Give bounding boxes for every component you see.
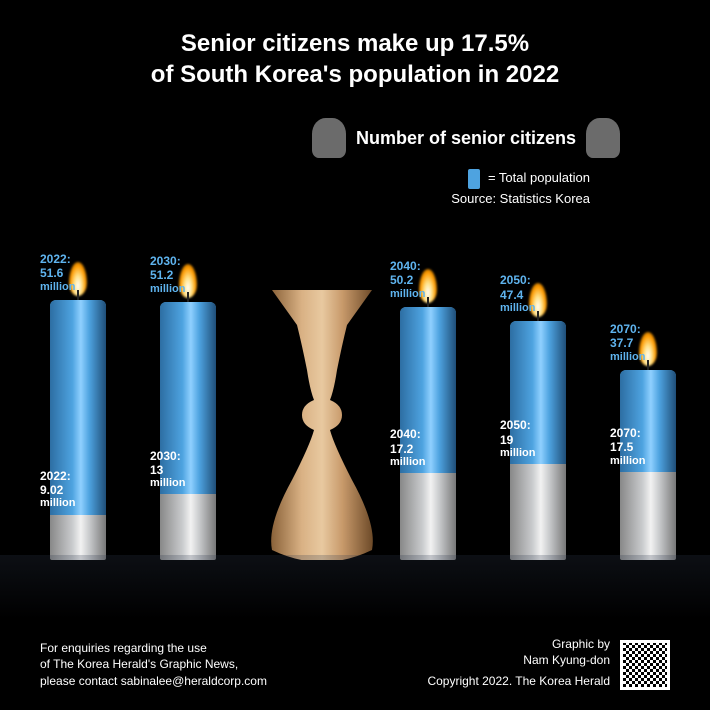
candle-bar [50, 300, 106, 560]
enquiry-line-3: please contact sabinalee@heraldcorp.com [40, 673, 267, 690]
total-label: 2030:51.2million [150, 254, 220, 296]
legend-source: Source: Statistics Korea [0, 189, 590, 210]
vase-icon [252, 290, 392, 560]
candle-bar [160, 302, 216, 560]
total-label: 2022:51.6million [40, 252, 110, 294]
qr-code-icon [620, 640, 670, 690]
graphic-by-name: Nam Kyung-don [523, 652, 610, 669]
candle-bottom-segment [620, 472, 676, 560]
title-line-2: of South Korea's population in 2022 [0, 59, 710, 90]
subtitle-row: Number of senior citizens [0, 118, 710, 158]
senior-value: 13 [150, 463, 220, 477]
senior-value: 19 [500, 433, 570, 447]
candle-bottom-segment [400, 473, 456, 560]
total-year: 2070: [610, 322, 680, 336]
total-label: 2040:50.2million [390, 259, 460, 301]
senior-year: 2022: [40, 469, 110, 483]
senior-year: 2050: [500, 418, 570, 432]
total-unit: million [40, 281, 110, 294]
senior-year: 2040: [390, 427, 460, 441]
total-value: 50.2 [390, 273, 460, 287]
senior-value: 9.02 [40, 483, 110, 497]
senior-label: 2022:9.02million [40, 469, 110, 511]
total-label: 2050:47.4million [500, 273, 570, 315]
footer-enquiry: For enquiries regarding the use of The K… [40, 640, 267, 690]
graphic-by-label: Graphic by [552, 636, 610, 653]
chart-area: 2022:51.6million2022:9.02million2030:51.… [0, 220, 710, 560]
candle-bottom-segment [510, 464, 566, 560]
total-unit: million [150, 283, 220, 296]
senior-unit: million [610, 455, 680, 468]
silhouette-right-icon [586, 118, 620, 158]
senior-unit: million [40, 497, 110, 510]
total-year: 2030: [150, 254, 220, 268]
senior-unit: million [500, 447, 570, 460]
candle-bottom-segment [50, 515, 106, 560]
senior-label: 2030:13million [150, 449, 220, 491]
reflection-surface [0, 555, 710, 635]
copyright: Copyright 2022. The Korea Herald [427, 673, 610, 690]
legend-total-label: = Total population [488, 170, 590, 185]
senior-unit: million [390, 456, 460, 469]
footer: For enquiries regarding the use of The K… [40, 636, 670, 690]
total-value: 37.7 [610, 336, 680, 350]
senior-label: 2070:17.5million [610, 426, 680, 468]
total-unit: million [610, 351, 680, 364]
senior-value: 17.5 [610, 440, 680, 454]
total-year: 2040: [390, 259, 460, 273]
total-value: 51.2 [150, 268, 220, 282]
footer-credits: Graphic by Nam Kyung-don Copyright 2022.… [427, 636, 670, 690]
total-value: 47.4 [500, 288, 570, 302]
total-label: 2070:37.7million [610, 322, 680, 364]
senior-value: 17.2 [390, 442, 460, 456]
senior-year: 2030: [150, 449, 220, 463]
candle-body [50, 300, 106, 560]
legend-swatch-icon [468, 169, 480, 189]
subtitle-text: Number of senior citizens [356, 128, 576, 149]
enquiry-line-2: of The Korea Herald's Graphic News, [40, 656, 267, 673]
total-year: 2022: [40, 252, 110, 266]
legend: = Total population Source: Statistics Ko… [0, 168, 710, 210]
title-line-1: Senior citizens make up 17.5% [0, 28, 710, 59]
senior-year: 2070: [610, 426, 680, 440]
page-title: Senior citizens make up 17.5% of South K… [0, 0, 710, 90]
senior-label: 2040:17.2million [390, 427, 460, 469]
candle-body [160, 302, 216, 560]
footer-credits-text: Graphic by Nam Kyung-don Copyright 2022.… [427, 636, 610, 690]
candle-bottom-segment [160, 494, 216, 560]
silhouette-left-icon [312, 118, 346, 158]
total-value: 51.6 [40, 266, 110, 280]
senior-unit: million [150, 477, 220, 490]
senior-label: 2050:19million [500, 418, 570, 460]
legend-total: = Total population [0, 168, 590, 189]
enquiry-line-1: For enquiries regarding the use [40, 640, 267, 657]
total-unit: million [500, 302, 570, 315]
total-unit: million [390, 288, 460, 301]
total-year: 2050: [500, 273, 570, 287]
